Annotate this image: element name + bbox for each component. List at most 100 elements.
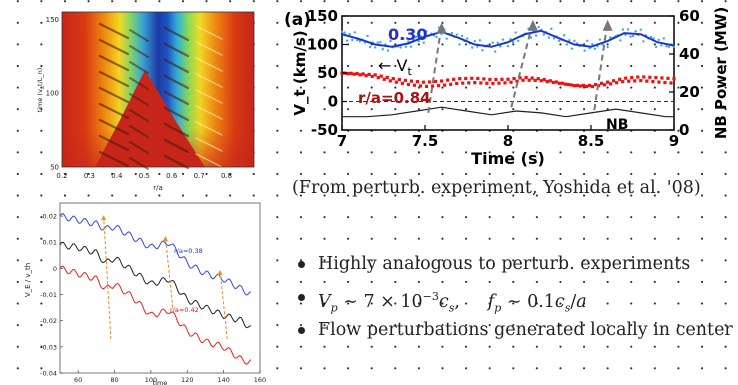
exp-point-084 [346, 72, 350, 76]
exp-scatter-point [534, 34, 538, 37]
exp-point-084 [606, 80, 610, 84]
exp-point-084 [440, 79, 444, 83]
exp-scatter-point [358, 39, 362, 43]
exp-arrow-head [527, 19, 538, 31]
exp-scatter-point [649, 35, 653, 39]
exp-scatter-point [639, 28, 642, 31]
exp-scatter-point [409, 45, 413, 48]
exp-point-084 [660, 76, 664, 80]
exp-scatter-point [481, 48, 484, 52]
exp-point-084 [406, 82, 410, 87]
sim-xtick-label: 140 [217, 376, 229, 384]
exp-scatter-point [368, 45, 372, 49]
exp-point-084 [433, 79, 438, 84]
exp-scatter-point [458, 43, 461, 46]
exp-scatter-point [374, 46, 377, 49]
heatmap-streak [129, 109, 149, 122]
sim-ytick-label: -0.02 [40, 317, 57, 325]
exp-arrow-head [436, 22, 447, 34]
heatmap-ytick-label: 100 [46, 90, 59, 98]
heatmap-xtick-label: 0.4 [111, 172, 123, 180]
exp-ytick-left-label: 100 [307, 36, 338, 54]
exp-dashed-arrow [510, 21, 534, 108]
exp-label-vt: ← Vt [378, 56, 412, 78]
exp-point-084 [624, 76, 628, 80]
exp-point-084 [358, 73, 362, 77]
exp-label-ra084: r/a=0.84 [358, 89, 431, 107]
heatmap-streak [98, 86, 130, 104]
bullet-item: Flow perturbations generated locally in … [296, 318, 733, 351]
exp-scatter-point [494, 50, 497, 53]
exp-point-084 [421, 80, 426, 84]
exp-point-084 [409, 79, 414, 83]
exp-point-084 [560, 81, 564, 85]
heatmap-streak [129, 77, 149, 90]
exp-point-084 [599, 81, 604, 85]
sim-label-top: r/a=0.38 [174, 247, 203, 255]
exp-point-084 [379, 74, 383, 78]
sim-xtick-label: 160 [254, 376, 266, 384]
exp-scatter-point [542, 33, 545, 36]
heatmap-streak [163, 26, 190, 42]
exp-point-084 [663, 80, 667, 85]
exp-point-084 [557, 81, 561, 85]
exp-point-084 [400, 81, 404, 85]
sim-marker-head [162, 236, 168, 241]
exp-point-084 [551, 80, 555, 85]
heatmap-streak [98, 70, 130, 88]
exp-point-084 [488, 77, 492, 82]
exp-point-084 [464, 76, 468, 81]
heatmap-streak [129, 141, 149, 154]
heatmap-ytick-label: 50 [50, 164, 59, 172]
exp-scatter-point [389, 39, 392, 43]
exp-point-084 [639, 78, 643, 83]
exp-point-084 [572, 84, 576, 88]
exp-point-084 [452, 77, 456, 81]
exp-scatter-point [537, 25, 540, 29]
exp-scatter-point [473, 39, 476, 43]
heatmap-ytick-label: 150 [46, 16, 59, 24]
exp-point-084 [593, 82, 598, 87]
exp-point-084 [476, 76, 480, 81]
sim-ytick-label: 0 [53, 265, 57, 273]
exp-point-084 [485, 81, 489, 85]
exp-point-084 [415, 80, 420, 84]
exp-dashed-arrow [593, 21, 609, 111]
exp-ylabel-left: V_t (km/s) [291, 30, 309, 115]
exp-point-084 [500, 77, 504, 81]
exp-point-084 [506, 77, 510, 81]
exp-point-084 [581, 83, 586, 88]
exp-scatter-point [348, 32, 351, 36]
exp-scatter-point [340, 30, 344, 34]
exp-point-084 [590, 84, 595, 89]
heatmap-streak [195, 121, 223, 136]
heatmap-xtick-label: 0.5 [139, 172, 150, 180]
exp-point-084 [424, 84, 429, 88]
exp-point-084 [618, 77, 622, 81]
exp-point-084 [545, 79, 549, 84]
bullet-item: Vp ∼ 7 × 10−3cs, fp ∼ 0.1cs/a [296, 285, 733, 318]
exp-scatter-point [381, 48, 385, 51]
exp-point-084 [554, 80, 558, 84]
exp-label-nb: NB [606, 117, 628, 133]
exp-point-084 [609, 82, 613, 86]
heatmap-streak [195, 25, 223, 40]
exp-scatter-point [376, 41, 379, 44]
heatmap-streak [195, 137, 223, 152]
exp-scatter-point [657, 38, 660, 42]
heatmap-streak [163, 138, 190, 154]
heatmap-streak [163, 58, 190, 74]
exp-dashed-arrow [427, 24, 443, 114]
exp-scatter-point [476, 45, 479, 48]
exp-scatter-point [608, 36, 612, 39]
exp-point-084 [630, 76, 634, 80]
exp-point-084 [436, 84, 441, 88]
exp-point-084 [533, 78, 537, 83]
exp-scatter-point [529, 36, 533, 39]
exp-point-084 [427, 80, 432, 84]
heatmap-streak [98, 54, 130, 72]
exp-scatter-point [562, 34, 566, 37]
exp-scatter-point [351, 38, 354, 42]
exp-scatter-point [445, 37, 448, 40]
exp-label-030: 0.30 [388, 25, 427, 44]
